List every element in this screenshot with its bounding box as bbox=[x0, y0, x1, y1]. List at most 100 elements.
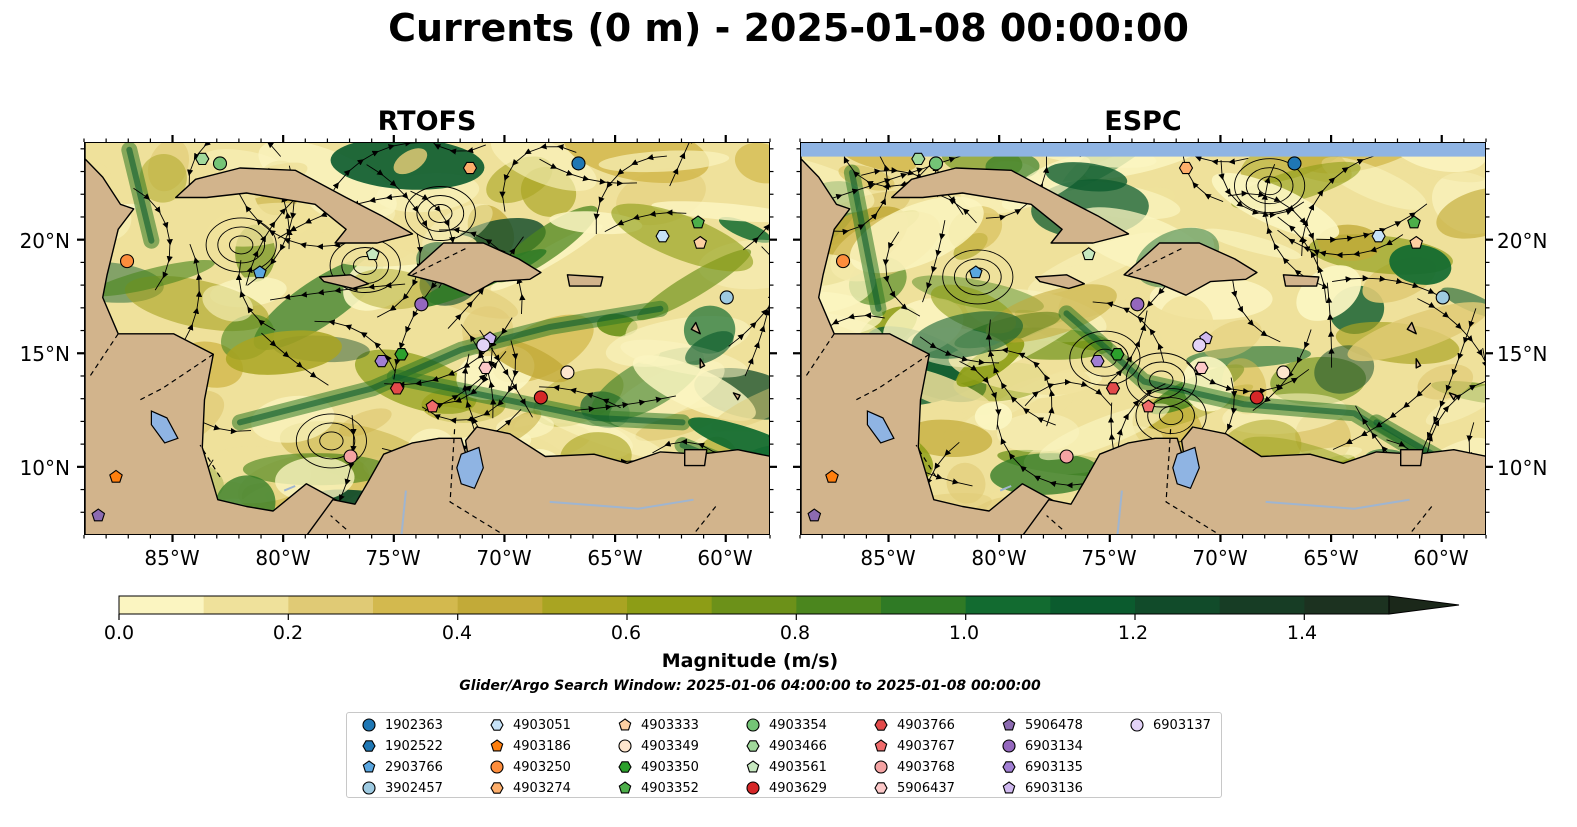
colorbar-segment bbox=[711, 596, 797, 614]
float-marker-4903186 bbox=[825, 469, 839, 483]
float-marker-4903250 bbox=[835, 254, 851, 269]
legend-marker-icon bbox=[362, 718, 376, 732]
colorbar-tick-label: 0.4 bbox=[441, 622, 473, 644]
figure-title: Currents (0 m) - 2025-01-08 00:00:00 bbox=[388, 6, 1189, 50]
float-marker-2903766 bbox=[252, 265, 267, 279]
float-marker-4903349 bbox=[560, 365, 575, 380]
legend-item-6903134: 6903134 bbox=[1001, 736, 1083, 756]
legend-marker-icon bbox=[746, 781, 760, 795]
colorbar bbox=[118, 595, 1460, 620]
y-tick-label: 15°N bbox=[1497, 342, 1548, 366]
legend-label: 4903629 bbox=[769, 780, 827, 796]
colorbar-tick-label: 0.2 bbox=[272, 622, 304, 644]
legend-label: 4903349 bbox=[641, 738, 699, 754]
legend-item-4903466: 4903466 bbox=[745, 736, 827, 756]
float-marker-4903350 bbox=[1110, 348, 1125, 361]
colorbar-extend-arrow bbox=[1388, 595, 1460, 615]
float-marker-6903134 bbox=[414, 297, 429, 312]
float-marker-4903766 bbox=[1105, 382, 1121, 395]
legend-label: 4903768 bbox=[897, 759, 955, 775]
legend-marker-icon bbox=[1002, 761, 1016, 773]
legend-item-4903767: 4903767 bbox=[873, 736, 955, 756]
colorbar-segment bbox=[119, 596, 205, 614]
legend-item-4903354: 4903354 bbox=[745, 715, 827, 735]
legend-marker-icon bbox=[490, 719, 504, 731]
colorbar-segment bbox=[288, 596, 374, 614]
land bbox=[85, 143, 769, 534]
legend-item-4903274: 4903274 bbox=[489, 778, 571, 798]
float-marker-6903137 bbox=[1192, 338, 1207, 353]
legend-item-4903350: 4903350 bbox=[617, 757, 699, 777]
float-marker-3902457 bbox=[1435, 290, 1450, 305]
x-tick-label: 75°W bbox=[365, 546, 421, 570]
x-tick-label: 65°W bbox=[1303, 546, 1359, 570]
colorbar-segment bbox=[1050, 596, 1136, 614]
colorbar-tick-label: 1.0 bbox=[948, 622, 980, 644]
legend-marker-icon bbox=[874, 719, 888, 731]
float-marker-4903767 bbox=[1141, 399, 1156, 413]
legend-label: 4903354 bbox=[769, 717, 827, 733]
colorbar-tick-label: 0.8 bbox=[779, 622, 811, 644]
legend-marker-icon bbox=[1002, 739, 1016, 753]
float-marker-4903333 bbox=[1409, 235, 1424, 249]
float-marker-5906437 bbox=[478, 361, 493, 375]
legend-item-4903349: 4903349 bbox=[617, 736, 699, 756]
legend-item-4903352: 4903352 bbox=[617, 778, 699, 798]
legend-item-4903768: 4903768 bbox=[873, 757, 955, 777]
legend-marker-icon bbox=[874, 760, 888, 774]
legend-label: 6903137 bbox=[1153, 717, 1211, 733]
legend-label: 6903136 bbox=[1025, 780, 1083, 796]
x-tick-label: 60°W bbox=[697, 546, 753, 570]
legend-marker-icon bbox=[362, 781, 376, 795]
land bbox=[801, 143, 1485, 534]
legend-label: 6903135 bbox=[1025, 759, 1083, 775]
legend-label: 4903766 bbox=[897, 717, 955, 733]
legend-label: 4903274 bbox=[513, 780, 571, 796]
float-marker-4903766 bbox=[389, 382, 405, 395]
float-marker-4903561 bbox=[365, 247, 380, 261]
colorbar-segment bbox=[373, 596, 459, 614]
panel-title-rtofs: RTOFS bbox=[377, 106, 477, 137]
legend-item-1902522: 1902522 bbox=[361, 736, 443, 756]
legend-label: 1902363 bbox=[385, 717, 443, 733]
legend-item-4903051: 4903051 bbox=[489, 715, 571, 735]
legend-label: 4903352 bbox=[641, 780, 699, 796]
legend-label: 4903333 bbox=[641, 717, 699, 733]
float-marker-5906437 bbox=[1194, 361, 1209, 375]
no-data-band bbox=[801, 143, 1485, 157]
float-marker-4903051 bbox=[655, 229, 670, 243]
x-tick-label: 80°W bbox=[971, 546, 1027, 570]
search-window-text: Glider/Argo Search Window: 2025-01-06 04… bbox=[459, 678, 1041, 694]
map-canvas-espc bbox=[801, 143, 1485, 534]
legend-item-4903766: 4903766 bbox=[873, 715, 955, 735]
legend-marker-icon bbox=[618, 718, 632, 731]
float-marker-4903350 bbox=[394, 348, 409, 361]
legend-marker-icon bbox=[618, 739, 632, 753]
legend-label: 5906437 bbox=[897, 780, 955, 796]
legend-label: 4903051 bbox=[513, 717, 571, 733]
colorbar-tick-label: 0.0 bbox=[103, 622, 135, 644]
float-marker-4903629 bbox=[1249, 390, 1264, 405]
float-marker-4903051 bbox=[1371, 229, 1386, 243]
legend-item-6903136: 6903136 bbox=[1001, 778, 1083, 798]
colorbar-tick-label: 0.6 bbox=[610, 622, 642, 644]
x-tick-label: 80°W bbox=[255, 546, 311, 570]
legend-marker-icon bbox=[1002, 781, 1016, 794]
colorbar-segment bbox=[203, 596, 289, 614]
x-tick-label: 75°W bbox=[1081, 546, 1137, 570]
legend-label: 6903134 bbox=[1025, 738, 1083, 754]
float-marker-4903274 bbox=[462, 161, 478, 175]
axis-ticks bbox=[77, 135, 1493, 542]
map-panel-espc bbox=[800, 142, 1486, 535]
legend-marker-icon bbox=[746, 760, 760, 773]
legend-marker-icon bbox=[746, 718, 760, 732]
legend-label: 4903186 bbox=[513, 738, 571, 754]
float-marker-4903561 bbox=[1081, 247, 1096, 261]
legend-item-4903186: 4903186 bbox=[489, 736, 571, 756]
float-marker-3902457 bbox=[719, 290, 734, 305]
float-marker-4903466 bbox=[195, 152, 210, 166]
float-marker-4903274 bbox=[1178, 161, 1194, 175]
float-marker-4903349 bbox=[1276, 365, 1291, 380]
legend-marker-icon bbox=[490, 782, 504, 794]
legend-marker-icon bbox=[1002, 718, 1016, 731]
